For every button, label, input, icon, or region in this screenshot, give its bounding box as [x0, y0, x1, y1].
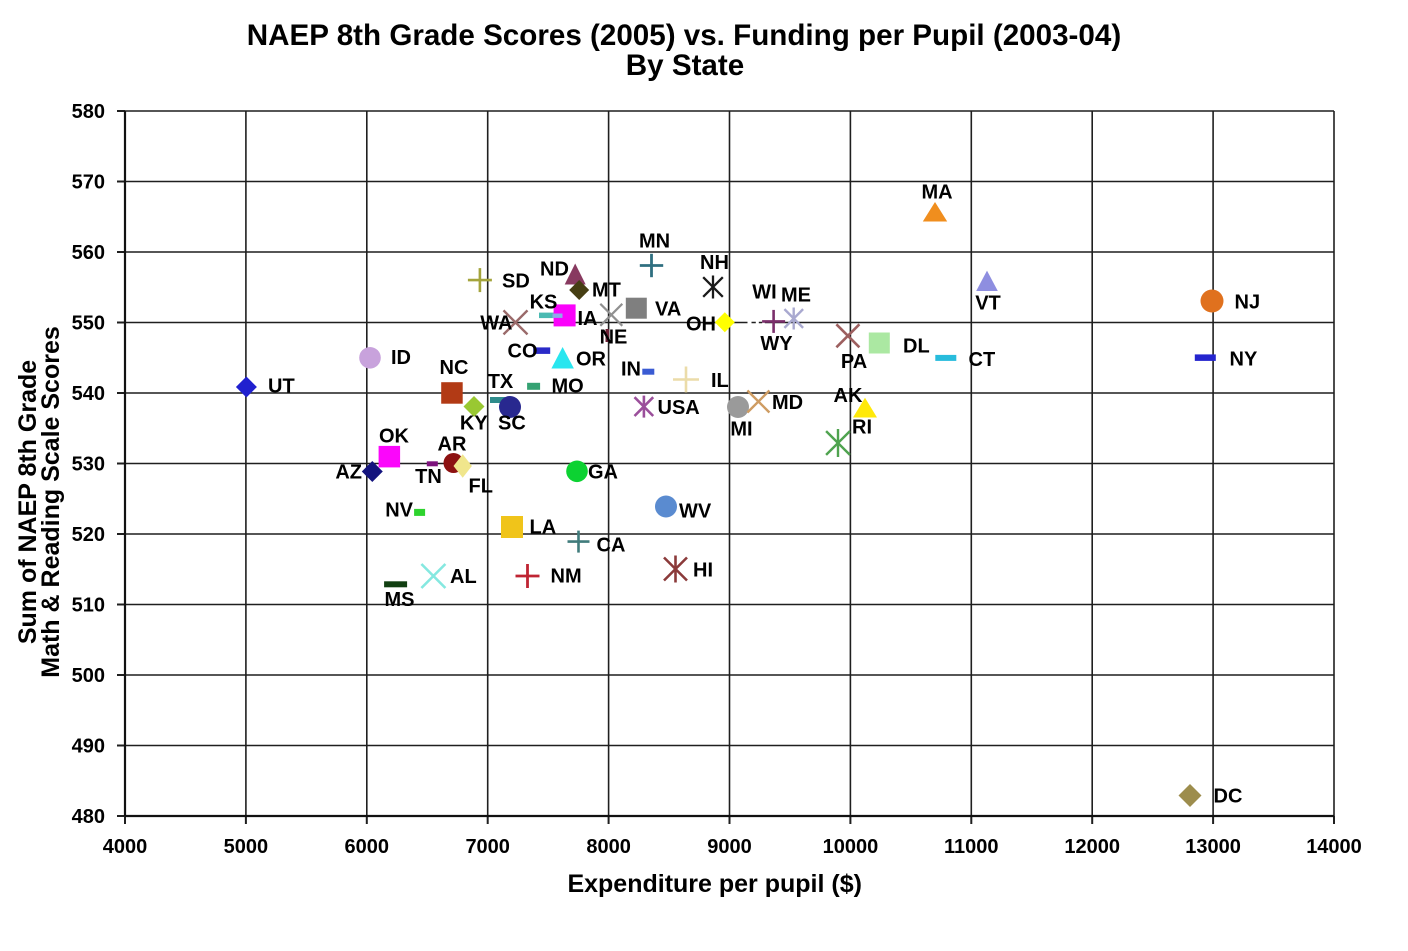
svg-text:DL: DL	[903, 336, 930, 358]
svg-text:WI: WI	[752, 282, 776, 304]
svg-text:560: 560	[72, 242, 105, 264]
svg-text:OK: OK	[379, 426, 410, 448]
svg-text:AL: AL	[450, 566, 477, 588]
svg-text:ND: ND	[540, 259, 569, 281]
svg-text:NE: NE	[600, 327, 628, 349]
svg-text:DC: DC	[1214, 786, 1243, 808]
svg-text:5000: 5000	[224, 836, 269, 858]
svg-text:TX: TX	[488, 371, 514, 393]
svg-text:NV: NV	[385, 500, 413, 522]
svg-text:FL: FL	[469, 476, 493, 498]
svg-text:IL: IL	[711, 370, 729, 392]
svg-text:Expenditure per pupil ($): Expenditure per pupil ($)	[567, 870, 861, 898]
svg-text:14000: 14000	[1306, 836, 1362, 858]
svg-text:NH: NH	[700, 252, 729, 274]
svg-text:530: 530	[72, 454, 105, 476]
svg-text:CT: CT	[969, 349, 996, 371]
svg-text:480: 480	[72, 806, 105, 828]
svg-text:500: 500	[72, 665, 105, 687]
svg-text:6000: 6000	[345, 836, 390, 858]
svg-text:510: 510	[72, 595, 105, 617]
svg-text:WY: WY	[760, 333, 793, 355]
svg-text:570: 570	[72, 172, 105, 194]
svg-text:OH: OH	[686, 314, 716, 336]
svg-text:HI: HI	[693, 560, 713, 582]
svg-text:MT: MT	[592, 280, 621, 302]
svg-text:9000: 9000	[707, 836, 752, 858]
svg-text:4000: 4000	[103, 836, 148, 858]
svg-text:LA: LA	[530, 517, 557, 539]
svg-text:SC: SC	[498, 413, 526, 435]
svg-text:CA: CA	[597, 535, 626, 557]
svg-text:NM: NM	[551, 566, 582, 588]
svg-text:KS: KS	[530, 292, 558, 314]
svg-text:ME: ME	[781, 285, 811, 307]
svg-text:NJ: NJ	[1235, 292, 1261, 314]
svg-text:VT: VT	[975, 293, 1001, 315]
svg-text:IA: IA	[578, 308, 598, 330]
svg-text:UT: UT	[268, 376, 295, 398]
svg-text:10000: 10000	[823, 836, 879, 858]
svg-text:RI: RI	[852, 417, 872, 439]
svg-text:USA: USA	[658, 397, 700, 419]
svg-text:8000: 8000	[586, 836, 631, 858]
svg-text:520: 520	[72, 524, 105, 546]
svg-text:NAEP 8th Grade Scores (2005) v: NAEP 8th Grade Scores (2005) vs. Funding…	[247, 19, 1121, 52]
svg-text:SD: SD	[502, 271, 530, 293]
svg-text:AZ: AZ	[335, 462, 362, 484]
svg-text:NC: NC	[440, 357, 469, 379]
svg-text:KY: KY	[460, 413, 488, 435]
svg-text:OR: OR	[576, 349, 607, 371]
svg-text:MA: MA	[921, 182, 952, 204]
svg-text:540: 540	[72, 383, 105, 405]
svg-text:MS: MS	[385, 589, 415, 611]
svg-text:WV: WV	[679, 501, 712, 523]
svg-text:12000: 12000	[1064, 836, 1120, 858]
svg-text:13000: 13000	[1185, 836, 1241, 858]
svg-text:550: 550	[72, 313, 105, 335]
svg-text:TN: TN	[415, 466, 442, 488]
svg-text:MO: MO	[552, 376, 584, 398]
svg-text:11000: 11000	[944, 836, 999, 858]
svg-text:AR: AR	[438, 434, 467, 456]
svg-text:VA: VA	[655, 299, 681, 321]
svg-text:MI: MI	[730, 419, 752, 441]
svg-text:WA: WA	[480, 313, 512, 335]
svg-text:By State: By State	[626, 49, 744, 82]
svg-text:580: 580	[72, 101, 105, 123]
svg-text:Sum of NAEP 8th Grade: Sum of NAEP 8th Grade	[14, 360, 42, 644]
svg-text:CO: CO	[508, 341, 538, 363]
svg-text:IN: IN	[621, 359, 641, 381]
svg-text:Math & Reading Scale Scores: Math & Reading Scale Scores	[37, 326, 65, 678]
svg-text:AK: AK	[834, 385, 863, 407]
svg-text:MD: MD	[772, 392, 803, 414]
svg-text:490: 490	[72, 736, 105, 758]
svg-text:PA: PA	[841, 351, 867, 373]
svg-text:7000: 7000	[465, 836, 510, 858]
svg-text:ID: ID	[391, 347, 411, 369]
svg-text:MN: MN	[639, 231, 670, 253]
svg-text:NY: NY	[1230, 349, 1258, 371]
svg-text:GA: GA	[588, 462, 618, 484]
